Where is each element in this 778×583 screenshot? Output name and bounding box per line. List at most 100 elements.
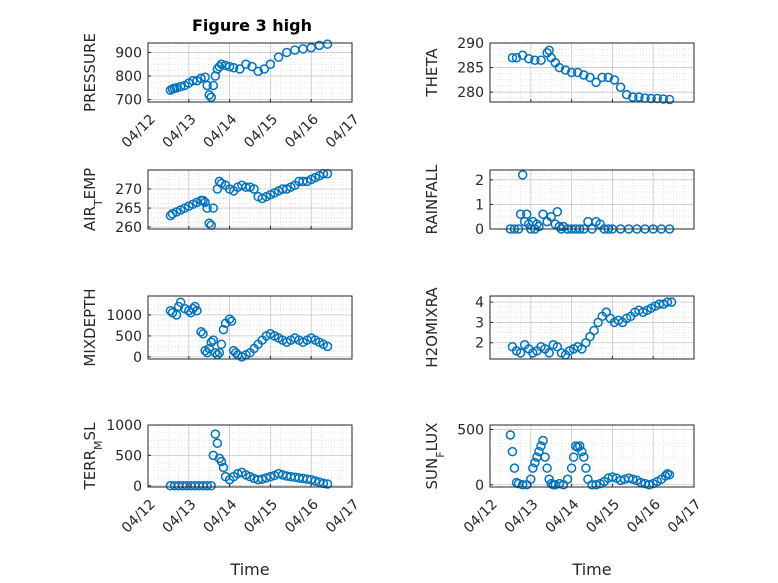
data-point [224,314,235,324]
data-series [165,39,333,103]
data-point [208,203,219,213]
data-point [198,195,208,206]
x-tick-label: 04/12 [461,496,501,536]
data-point [216,59,227,69]
data-point [517,480,528,490]
data-point [524,53,534,64]
data-point [220,60,231,71]
axes-frame [147,42,353,103]
data-point [214,61,225,72]
data-point [206,337,216,347]
data-point [509,463,520,473]
x-tick-label: 04/16 [624,496,664,536]
data-point [515,348,526,358]
data-point [628,92,638,102]
x-tick-label: 04/17 [323,496,363,536]
data-point [560,65,571,75]
data-point [666,297,677,307]
data-point [554,221,565,232]
y-tick-label: 0 [475,478,484,494]
data-point [591,77,601,88]
data-point [658,94,669,104]
data-point [273,52,284,62]
data-point [544,348,554,358]
y-tick-label: 800 [115,69,142,85]
data-point [175,81,186,92]
data-series [505,430,675,490]
x-axis-label: Time [571,560,611,579]
y-tick-label: 285 [457,61,484,77]
data-point [261,473,272,483]
y-axis-label: TERRMSL [81,422,105,491]
y-tick-label: 280 [457,85,484,101]
data-point [212,438,223,448]
data-point [615,82,626,92]
data-point [634,92,644,102]
y-axis-label: RAINFALL [423,164,441,235]
y-tick-label: 500 [115,448,142,464]
data-point [546,211,556,222]
y-tick-label: 700 [115,93,142,109]
data-point [566,67,577,78]
x-tick-label: 04/13 [160,111,200,151]
data-point [585,72,595,83]
data-point [572,67,583,78]
data-point [534,221,544,232]
data-point [646,93,656,104]
data-point [575,441,585,451]
data-point [507,446,518,457]
data-point [265,471,276,482]
figure-title: Figure 3 high [192,16,312,35]
data-series [165,169,333,230]
y-tick-label: 1 [475,197,484,213]
data-point [208,335,219,345]
data-point [241,59,251,69]
data-point [196,73,206,84]
axes-frame [489,424,695,488]
x-tick-label: 04/16 [282,496,322,536]
y-tick-label: 500 [115,329,142,345]
subplot-third-left: 0 500 1000 MIXDEPTH [81,288,353,367]
data-point [664,470,675,480]
x-tick-label: 04/14 [200,496,240,536]
data-point [530,457,540,468]
data-point [218,462,229,473]
data-point [554,62,565,73]
data-point [540,452,550,462]
data-point [609,75,620,85]
subplot-third-right: 2 3 4 H2OMIXRA [423,287,695,368]
data-point [206,481,216,491]
y-axis-label: THETA [423,48,441,98]
data-point [171,310,182,320]
data-point [273,468,284,479]
data-point [621,89,632,100]
data-point [253,66,263,77]
data-point [202,80,212,91]
x-tick-label: 04/12 [119,111,159,151]
y-tick-label: 270 [115,182,142,198]
subplot-top-right: 280 285 290 THETA [423,36,695,105]
subplot-second-right: 0 1 2 RAINFALL [423,164,695,238]
data-point [515,209,526,219]
axes-frame [489,169,695,230]
data-point [562,474,573,484]
y-tick-label: 2 [475,336,484,352]
data-point [517,170,528,180]
data-point [536,55,546,65]
y-tick-label: 2 [475,173,484,189]
data-point [198,329,208,339]
data-point [218,324,229,335]
axes-frame [147,169,353,230]
data-point [581,463,591,473]
y-axis-label: AIRTEMP [81,168,105,231]
data-point [652,93,663,104]
data-point [526,474,536,484]
y-tick-label: 1000 [106,418,142,434]
data-point [235,64,245,74]
data-point [228,63,239,73]
data-point [208,80,219,91]
axes-frame [147,295,353,360]
data-point [202,203,212,213]
